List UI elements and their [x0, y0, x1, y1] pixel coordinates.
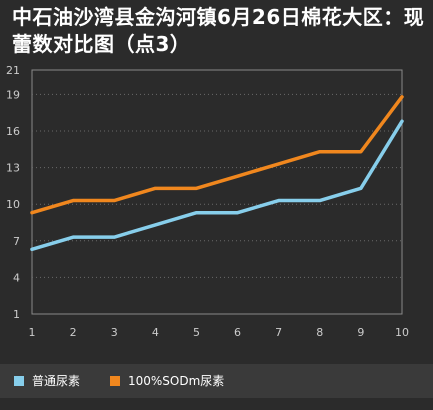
x-tick-label: 6	[234, 326, 241, 339]
chart-title: 中石油沙湾县金沟河镇6月26日棉花大区：现蕾数对比图（点3）	[12, 5, 425, 56]
y-tick-label: 10	[6, 198, 20, 211]
x-tick-label: 4	[152, 326, 159, 339]
series-line-2	[30, 95, 404, 215]
plot-frame	[31, 69, 403, 315]
legend-swatch-series-1	[14, 375, 24, 386]
x-tick-label: 3	[111, 326, 118, 339]
y-tick-label: 19	[6, 88, 20, 101]
legend-swatch-series-2	[110, 375, 120, 386]
x-tick-label: 2	[70, 326, 77, 339]
legend: 普通尿素 100%SODm尿素	[0, 364, 433, 398]
x-tick-label: 10	[395, 326, 409, 339]
legend-item-series-1: 普通尿素	[14, 373, 80, 389]
y-tick-label: 16	[6, 125, 20, 138]
x-tick-label: 9	[357, 326, 364, 339]
y-tick-label: 13	[6, 162, 20, 175]
legend-item-series-2: 100%SODm尿素	[110, 373, 224, 389]
series-line-1	[30, 119, 404, 252]
x-tick-label: 1	[29, 326, 36, 339]
y-tick-label: 1	[13, 308, 20, 321]
legend-label-series-2: 100%SODm尿素	[128, 374, 225, 388]
x-tick-label: 8	[316, 326, 323, 339]
legend-label-series-1: 普通尿素	[32, 374, 81, 388]
x-tick-label: 5	[193, 326, 200, 339]
y-tick-label: 4	[13, 271, 20, 284]
x-tick-label: 7	[275, 326, 282, 339]
chart-area: 1 4 7 10 13 16 19 21 1 2 3 4 5 6 7 8 9 10	[0, 62, 433, 362]
y-tick-label: 7	[13, 235, 20, 248]
y-tick-label: 21	[6, 64, 20, 77]
